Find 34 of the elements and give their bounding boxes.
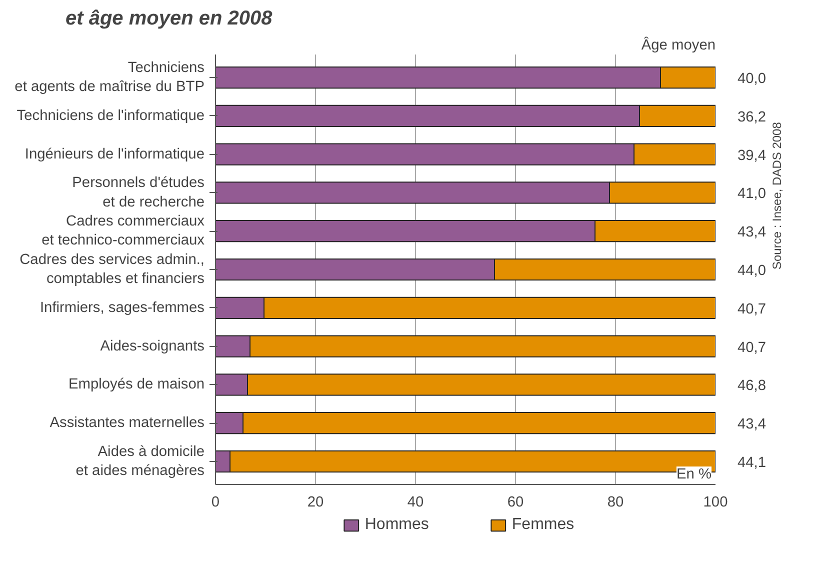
x-tick-label: 60 — [507, 494, 524, 510]
text: 46,8 — [738, 378, 766, 394]
x-tick-label: 40 — [407, 494, 424, 510]
y-tick-label: Cadres des services admin., comptables et financiers — [20, 252, 205, 288]
y-tick-label: Ingénieurs de l'informatique — [24, 146, 205, 162]
x-tick-label: 100 — [703, 494, 728, 510]
x-tick-label: 80 — [607, 494, 624, 510]
legend-label: Femmes — [512, 516, 574, 534]
y-tick-label: Infirmiers, sages-femmes — [40, 300, 205, 316]
x-tick-label: 0 — [211, 494, 220, 510]
text: Âge moyen — [641, 36, 716, 54]
x-tick-label: 20 — [307, 494, 324, 510]
text: 41,0 — [738, 186, 766, 202]
source-note: Source : Insee, DADS 2008 — [770, 122, 784, 270]
y-tick-label: Techniciens et agents de maîtrise du BTP — [14, 60, 205, 96]
y-tick-label: Assistantes maternelles — [50, 415, 205, 432]
annotation: En % — [676, 466, 712, 482]
y-tick-label: Aides-soignants — [100, 338, 205, 354]
text: 43,4 — [738, 416, 766, 433]
text: 43,4 — [738, 224, 766, 241]
text: 40,0 — [738, 71, 766, 88]
text: 36,2 — [738, 109, 766, 126]
y-tick-label: Personnels d'études et de recherche — [72, 175, 205, 210]
text: 39,4 — [738, 148, 766, 164]
chart-title: et âge moyen en 2008 — [66, 8, 274, 30]
y-tick-label: Aides à domicile et aides ménagères — [76, 444, 205, 480]
text: 44,0 — [738, 263, 766, 279]
legend-label: Hommes — [364, 516, 429, 534]
text: 44,1 — [738, 454, 766, 471]
y-tick-label: Techniciens de l'informatique — [16, 108, 204, 124]
y-tick-label: Cadres commerciaux et technico-commerciaux — [42, 214, 206, 249]
y-tick-label: Employés de maison — [68, 376, 205, 393]
text: 40,7 — [738, 301, 766, 318]
text: 40,7 — [738, 340, 766, 356]
